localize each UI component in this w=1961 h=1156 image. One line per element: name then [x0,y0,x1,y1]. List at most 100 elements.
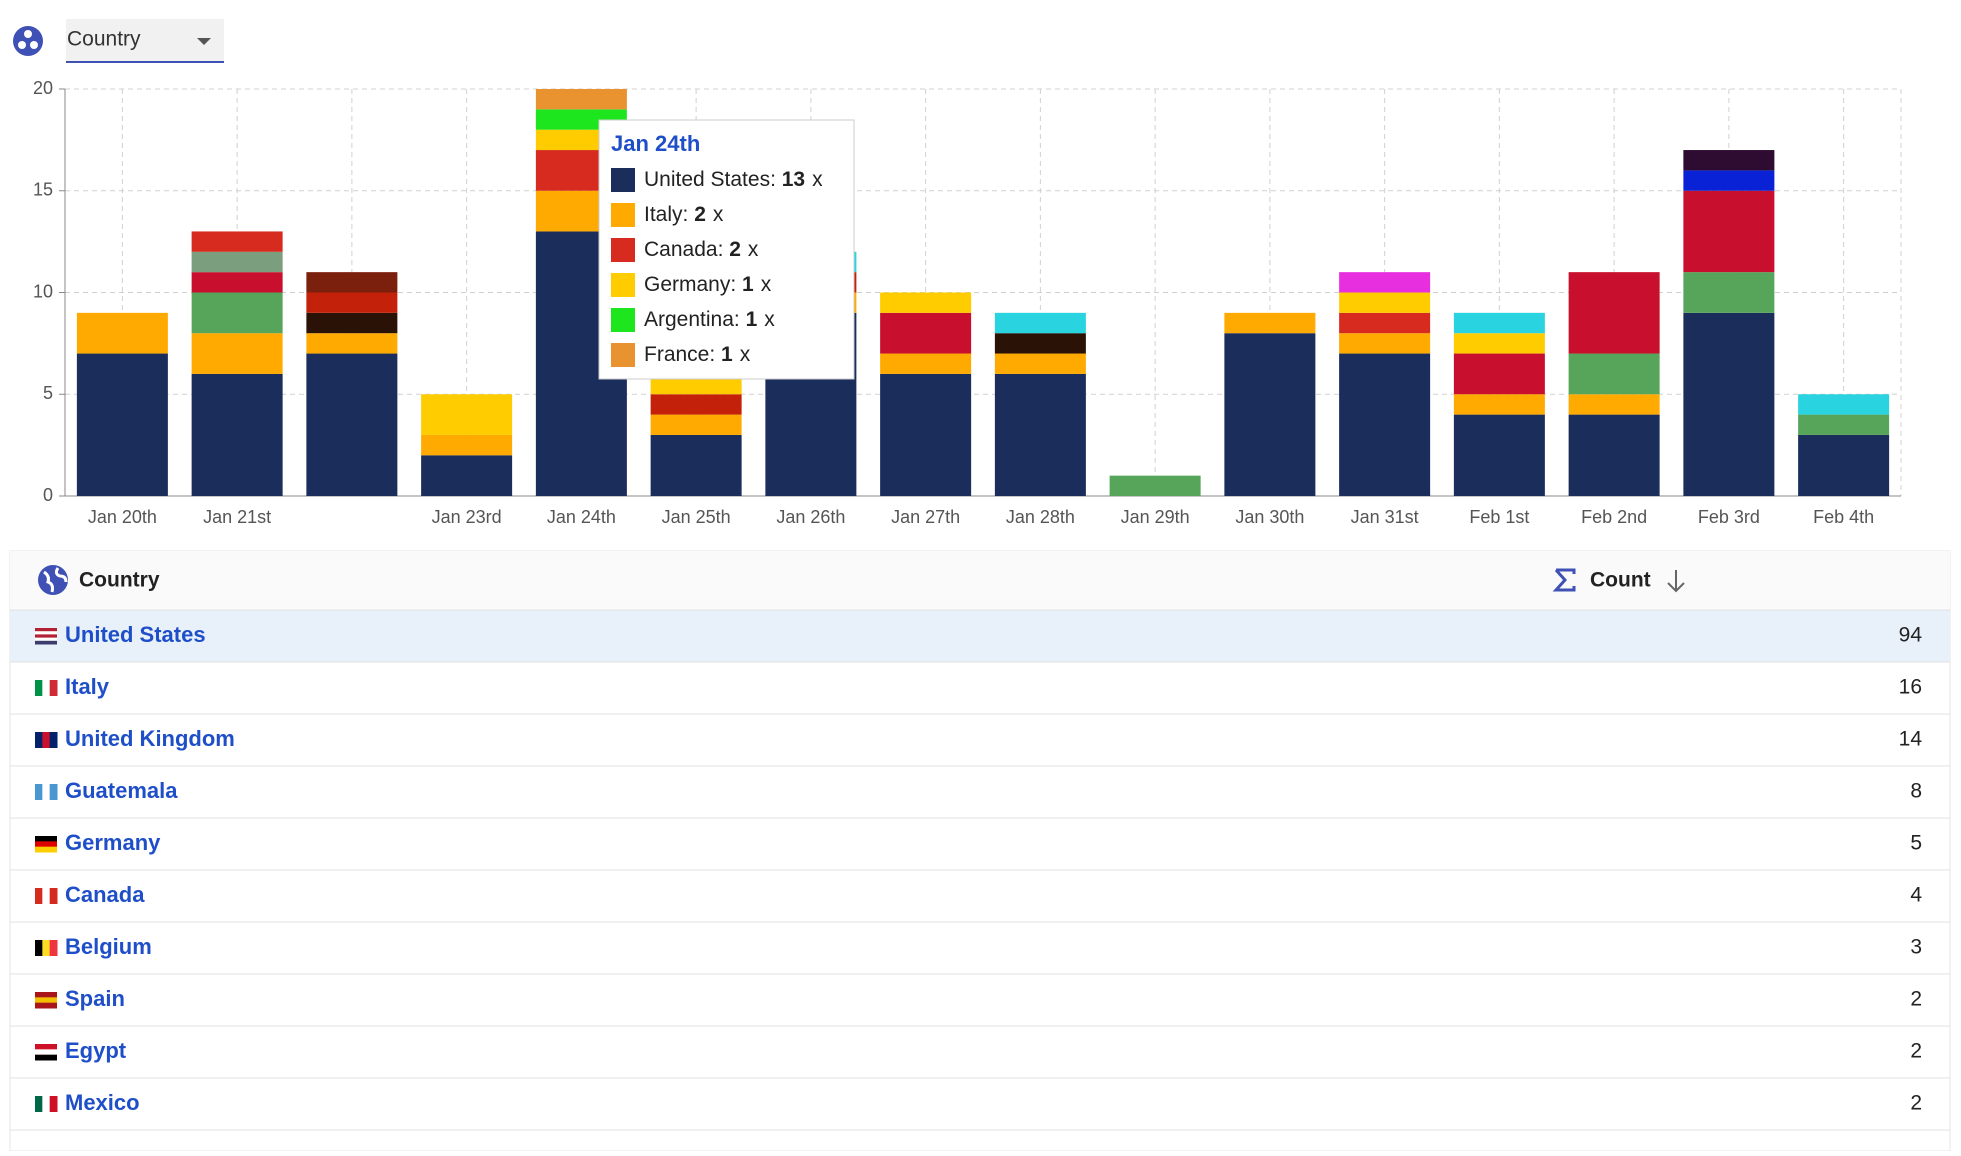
series-value: 2 [729,238,741,261]
y-tick-label: 0 [43,485,53,505]
bar-segment [1798,414,1890,435]
flag-stripe [49,732,58,748]
separator: : [718,238,730,261]
flag-stripe [42,1096,51,1112]
bar-segment [306,333,398,354]
series-value: 1 [746,308,758,331]
unit: x [812,168,823,191]
flag-stripe [42,888,51,904]
series-name: France [644,343,709,366]
flag-stripe [35,637,57,642]
bar-segment [306,312,398,334]
bar-segment [1683,190,1775,273]
series-name: United States [644,168,770,191]
country-link[interactable]: Guatemala [65,778,178,803]
bar-segment [1453,394,1545,415]
tooltip-title: Jan 24th [611,131,700,156]
x-tick-label: Jan 28th [1006,507,1075,527]
flag-stripe [35,992,57,998]
bar-segment [1339,272,1431,293]
view-icon[interactable] [13,26,43,56]
country-link[interactable]: Italy [65,674,110,699]
bar-segment [76,353,168,496]
country-link[interactable]: Mexico [65,1090,140,1115]
flag-stripe [35,784,43,800]
flag-stripe [35,634,57,639]
bar-segment [191,251,283,273]
separator: : [730,273,742,296]
x-tick-label: Jan 31st [1351,507,1419,527]
bar-segment [994,312,1086,334]
flag [35,992,57,1009]
bar-segment [191,333,283,374]
flag-stripe [35,846,57,853]
flag-stripe [35,1049,57,1056]
y-tick-label: 10 [33,281,53,301]
flag [35,940,58,956]
country-link[interactable]: Belgium [65,934,152,959]
bar-segment [880,312,972,354]
country-link[interactable]: Egypt [65,1038,127,1063]
sort-icon[interactable] [1667,570,1685,593]
bar-segment [191,272,283,293]
flag-stripe [42,732,51,748]
separator: : [683,203,695,226]
bar-segment [191,292,283,334]
count: 2 [1910,1092,1922,1115]
chart: 0 5 10 15 20 Jan 20th Jan 21st Jan 23rd Jan 24th… [33,78,1902,527]
bar-segment [306,353,398,496]
bar-segment [880,373,972,496]
x-tick-label: Jan 23rd [432,507,502,527]
x-tick-label: Jan 20th [88,507,157,527]
country-link[interactable]: Canada [65,882,145,907]
country-link[interactable]: Germany [65,830,161,855]
flag-stripe [49,1096,58,1112]
country-link[interactable]: United Kingdom [65,726,235,751]
bar-segment [880,292,972,313]
unit: x [713,203,724,226]
flag [35,888,58,904]
x-tick-label: Feb 3rd [1698,507,1760,527]
x-tick-label: Jan 27th [891,507,960,527]
column-header[interactable]: Country [79,569,160,592]
dropdown[interactable]: Country [66,19,224,63]
bar-segment [1339,353,1431,496]
bar-segment [306,272,398,293]
flag-stripe [35,1096,43,1112]
bar-segment [421,455,513,496]
tooltip-swatch [611,238,635,262]
count: 5 [1910,832,1922,855]
count: 2 [1910,988,1922,1011]
bar-segment [1568,414,1660,496]
tooltip-entry: United States: 13 x [644,168,823,191]
x-tick-label: Jan 25th [662,507,731,527]
series-value: 2 [694,203,706,226]
bar-segment [1568,353,1660,395]
flag-stripe [35,888,43,904]
separator: : [734,308,746,331]
bar-segment [1109,475,1201,496]
column-header[interactable]: Count [1590,569,1651,592]
flag-stripe [35,628,57,632]
bar-segment [1339,312,1431,334]
country-link[interactable]: United States [65,622,206,647]
bar-segment [1224,333,1316,496]
bar-segment [535,89,627,110]
flag-stripe [42,680,51,696]
flag [35,1096,58,1112]
bar-segment [1339,292,1431,313]
flag-stripe [35,940,43,956]
bar-segment [994,353,1086,374]
bar-segment [421,394,513,435]
bar-segment [650,434,742,496]
dropdown-label: Country [67,28,141,51]
country-link[interactable]: Spain [65,986,125,1011]
bar-segment [1798,434,1890,496]
bar-segment [1453,353,1545,395]
bar-segment [1224,312,1316,334]
x-tick-label: Jan 24th [547,507,616,527]
bar-segment [76,312,168,354]
flag-stripe [42,784,51,800]
flag-stripe [35,836,57,842]
